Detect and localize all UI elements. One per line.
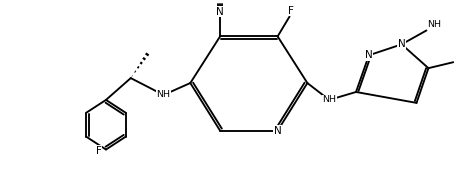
Text: N: N xyxy=(216,7,224,17)
Text: F: F xyxy=(287,6,293,16)
Text: N: N xyxy=(273,126,281,136)
Text: N: N xyxy=(364,50,372,60)
Text: NH: NH xyxy=(156,90,170,100)
Text: NH: NH xyxy=(321,95,336,104)
Text: NH: NH xyxy=(426,20,440,30)
Text: N: N xyxy=(397,39,405,49)
Text: F: F xyxy=(96,146,102,156)
